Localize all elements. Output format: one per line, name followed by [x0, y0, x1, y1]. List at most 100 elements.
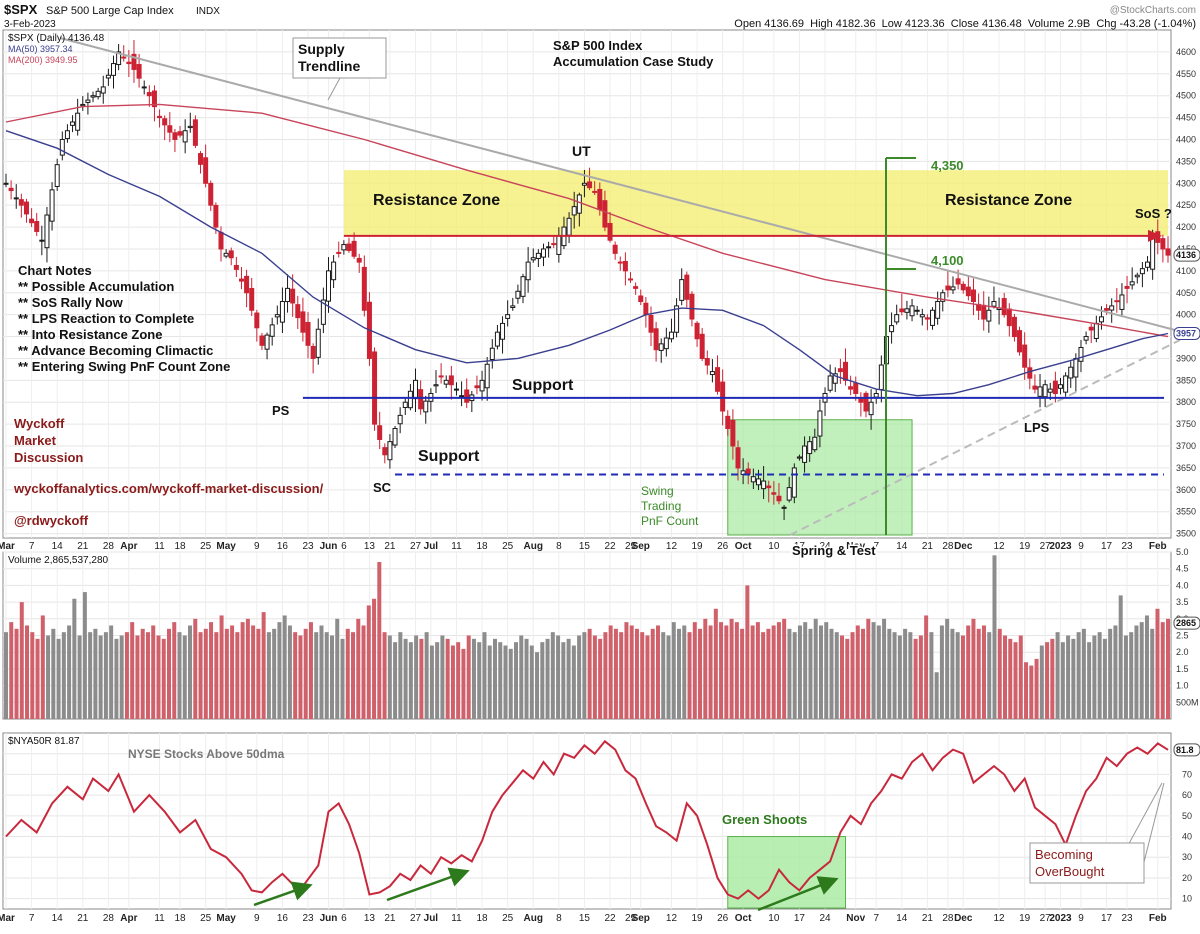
- candle-body: [213, 204, 219, 228]
- candle-body: [59, 138, 65, 156]
- svg-text:81.8: 81.8: [1176, 745, 1194, 755]
- candle-body: [295, 304, 301, 319]
- volume-bar: [1108, 628, 1113, 719]
- volume-bar: [876, 625, 881, 719]
- candle-body: [203, 157, 209, 184]
- volume-bar: [477, 642, 482, 719]
- notes-title: Chart Notes: [18, 263, 92, 278]
- volume-bar: [251, 625, 256, 719]
- candle-body: [351, 240, 357, 257]
- volume-bar: [861, 628, 866, 719]
- volume-bar: [1166, 618, 1170, 719]
- price-current-marker: 4136 3957: [1173, 248, 1200, 340]
- candle-body: [279, 301, 285, 323]
- volume-bar: [1102, 638, 1107, 719]
- candle-body: [755, 478, 761, 486]
- date-tick-label: 21: [922, 913, 934, 924]
- candle-body: [305, 322, 311, 346]
- date-tick-label: 11: [451, 541, 462, 552]
- candle-body: [448, 375, 454, 386]
- volume-bar: [892, 632, 897, 719]
- candle-body: [1150, 235, 1156, 270]
- volume-bar: [161, 638, 166, 719]
- candle-body: [955, 278, 961, 285]
- candle-body: [346, 243, 352, 251]
- volume-bar: [550, 632, 555, 719]
- candle-body: [1124, 285, 1130, 289]
- note-item: ** Advance Becoming Climactic: [18, 343, 213, 358]
- volume-bar: [818, 625, 823, 719]
- volume-bar: [824, 622, 829, 719]
- candle-body: [264, 334, 270, 350]
- candle-body: [1001, 298, 1007, 316]
- price-tick-label: 4400: [1176, 134, 1196, 144]
- date-tick-label: 25: [200, 913, 212, 924]
- date-tick-label: Sep: [632, 913, 650, 924]
- wyckoff-url[interactable]: wyckoffanalytics.com/wyckoff-market-disc…: [13, 481, 324, 496]
- candle-body: [945, 285, 951, 291]
- candle-body: [837, 368, 843, 373]
- overbought-label-2: OverBought: [1035, 864, 1105, 879]
- price-tick-label: 3900: [1176, 353, 1196, 363]
- volume-bar: [1092, 635, 1097, 719]
- candle-body: [899, 308, 905, 313]
- volume-bar: [724, 625, 729, 719]
- wyckoff-handle[interactable]: @rdwyckoff: [14, 513, 89, 528]
- candle-body: [39, 239, 45, 242]
- date-tick-label: Jul: [424, 541, 439, 552]
- candle-body: [382, 447, 388, 456]
- overbought-pointer-2: [1141, 782, 1165, 871]
- breadth-tick-label: 30: [1182, 852, 1192, 862]
- candle-body: [1063, 375, 1069, 393]
- candle-body: [259, 335, 265, 346]
- date-tick-label: 11: [154, 913, 165, 924]
- volume-bar: [1118, 595, 1123, 719]
- date-tick-label: 25: [200, 541, 212, 552]
- volume-bar: [514, 642, 519, 719]
- candle-body: [223, 252, 229, 257]
- note-item: ** SoS Rally Now: [18, 295, 124, 310]
- candle-body: [228, 250, 234, 259]
- candle-body: [663, 337, 669, 350]
- candle-body: [597, 188, 603, 211]
- resistance-zone: [343, 170, 1168, 236]
- volume-bar: [450, 645, 455, 719]
- date-tick-label: Aug: [524, 913, 543, 924]
- candle-body: [535, 252, 541, 259]
- volume-bar: [14, 628, 19, 719]
- volume-bar: [1150, 628, 1155, 719]
- volume-bar: [792, 632, 797, 719]
- candle-body: [510, 305, 516, 308]
- volume-bar: [882, 618, 887, 719]
- svg-text:4136: 4136: [1176, 250, 1196, 260]
- candle-body: [1083, 336, 1089, 341]
- date-tick-label: 12: [994, 913, 1006, 924]
- resistance-arrow-head: [1148, 229, 1162, 242]
- date-tick-label: 7: [873, 913, 879, 924]
- candle-body: [1134, 274, 1140, 278]
- supply-label-1: Supply: [298, 41, 345, 57]
- volume-bar: [266, 632, 271, 719]
- candle-body: [274, 314, 280, 318]
- date-tick-label: Sep: [632, 541, 650, 552]
- volume-tick-label: 3.5: [1176, 597, 1189, 607]
- date-tick-label: 9: [254, 913, 260, 924]
- volume-bar: [177, 632, 182, 719]
- candle-body: [141, 86, 147, 89]
- resistance-label-right: Resistance Zone: [945, 192, 1072, 209]
- date-tick-label: 29: [625, 913, 637, 924]
- volume-bar: [387, 635, 392, 719]
- date-tick-label: 27: [410, 541, 422, 552]
- supply-callout-box: [292, 37, 387, 79]
- date-tick-label: 14: [52, 913, 64, 924]
- date-tick-label: Oct: [735, 913, 752, 924]
- date-tick-label: Jun: [320, 913, 338, 924]
- date-tick-label: 28: [942, 913, 954, 924]
- candle-body: [423, 400, 429, 413]
- volume-bar: [1055, 632, 1060, 719]
- volume-bar: [1129, 632, 1134, 719]
- candle-body: [894, 314, 900, 323]
- candle-body: [1114, 300, 1120, 303]
- volume-bar: [992, 555, 997, 719]
- volume-tick-label: 2.0: [1176, 647, 1189, 657]
